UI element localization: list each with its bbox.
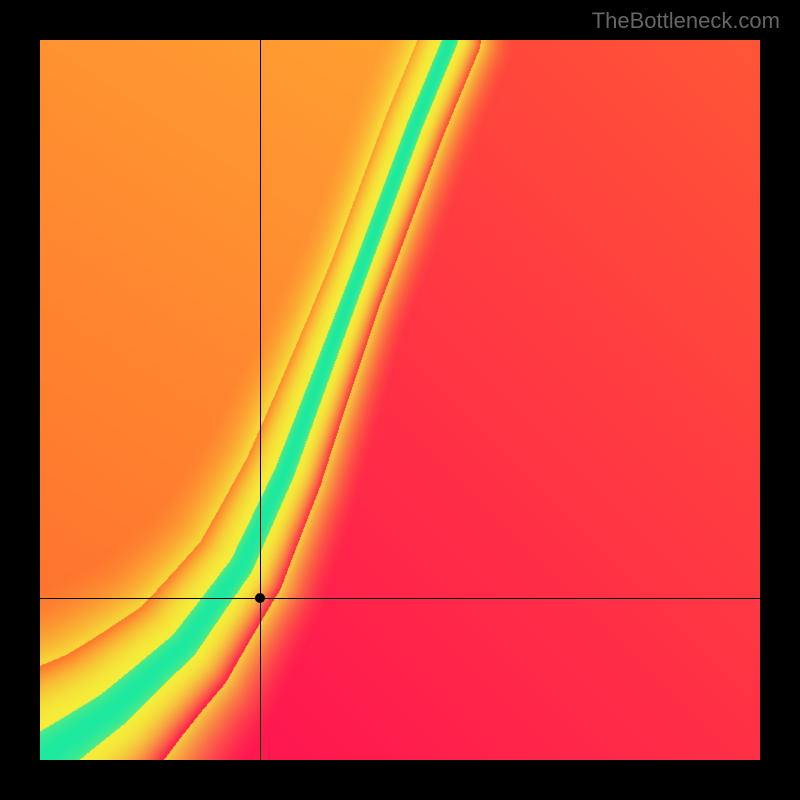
heatmap-plot [40, 40, 760, 760]
heatmap-canvas [40, 40, 760, 760]
crosshair-vertical [260, 40, 261, 760]
marker-point [255, 593, 265, 603]
crosshair-horizontal [40, 598, 760, 599]
watermark-text: TheBottleneck.com [592, 8, 780, 34]
